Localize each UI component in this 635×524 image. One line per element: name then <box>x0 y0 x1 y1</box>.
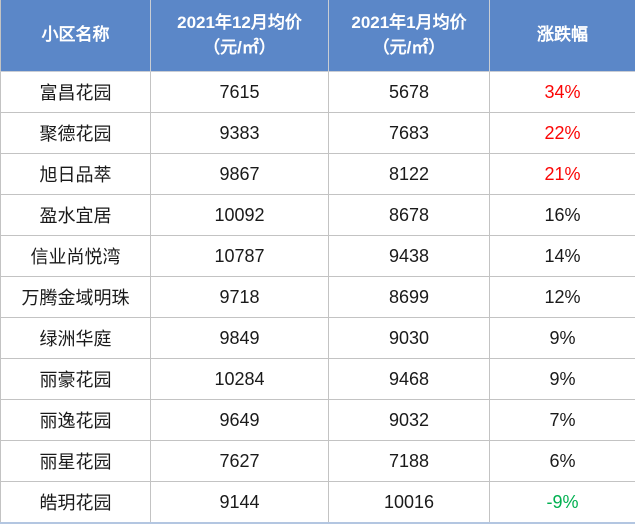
header-change: 涨跌幅 <box>490 0 635 72</box>
jan-price-cell: 7683 <box>329 113 490 154</box>
header-community-name: 小区名称 <box>1 0 151 72</box>
dec-price-cell: 7627 <box>151 441 329 482</box>
change-percent-cell: 21% <box>490 154 635 195</box>
change-percent-cell: 14% <box>490 236 635 277</box>
dec-price-cell: 9849 <box>151 318 329 359</box>
community-name-cell: 盈水宜居 <box>1 195 151 236</box>
dec-price-cell: 10092 <box>151 195 329 236</box>
change-percent-cell: -9% <box>490 482 635 524</box>
change-percent-cell: 9% <box>490 318 635 359</box>
header-dec-price: 2021年12月均价 （元/㎡） <box>151 0 329 72</box>
community-name-cell: 聚德花园 <box>1 113 151 154</box>
change-percent-cell: 16% <box>490 195 635 236</box>
dec-price-cell: 7615 <box>151 72 329 113</box>
change-percent-cell: 22% <box>490 113 635 154</box>
jan-price-cell: 8699 <box>329 277 490 318</box>
change-percent-cell: 7% <box>490 400 635 441</box>
jan-price-cell: 8678 <box>329 195 490 236</box>
community-name-cell: 丽星花园 <box>1 441 151 482</box>
community-name-cell: 丽逸花园 <box>1 400 151 441</box>
jan-price-cell: 8122 <box>329 154 490 195</box>
jan-price-cell: 5678 <box>329 72 490 113</box>
dec-price-cell: 10787 <box>151 236 329 277</box>
jan-price-cell: 9438 <box>329 236 490 277</box>
community-name-cell: 皓玥花园 <box>1 482 151 524</box>
community-name-cell: 富昌花园 <box>1 72 151 113</box>
jan-price-cell: 7188 <box>329 441 490 482</box>
dec-price-cell: 9383 <box>151 113 329 154</box>
change-percent-cell: 9% <box>490 359 635 400</box>
community-name-cell: 丽豪花园 <box>1 359 151 400</box>
dec-price-cell: 9867 <box>151 154 329 195</box>
jan-price-cell: 10016 <box>329 482 490 524</box>
jan-price-cell: 9468 <box>329 359 490 400</box>
change-percent-cell: 34% <box>490 72 635 113</box>
community-name-cell: 信业尚悦湾 <box>1 236 151 277</box>
community-name-cell: 绿洲华庭 <box>1 318 151 359</box>
dec-price-cell: 9649 <box>151 400 329 441</box>
community-name-cell: 万腾金域明珠 <box>1 277 151 318</box>
change-percent-cell: 12% <box>490 277 635 318</box>
change-percent-cell: 6% <box>490 441 635 482</box>
jan-price-cell: 9030 <box>329 318 490 359</box>
dec-price-cell: 9718 <box>151 277 329 318</box>
dec-price-cell: 9144 <box>151 482 329 524</box>
table-header-row: 小区名称 2021年12月均价 （元/㎡） 2021年1月均价 （元/㎡） 涨跌… <box>1 0 635 72</box>
jan-price-cell: 9032 <box>329 400 490 441</box>
community-name-cell: 旭日品萃 <box>1 154 151 195</box>
header-jan-price: 2021年1月均价 （元/㎡） <box>329 0 490 72</box>
dec-price-cell: 10284 <box>151 359 329 400</box>
